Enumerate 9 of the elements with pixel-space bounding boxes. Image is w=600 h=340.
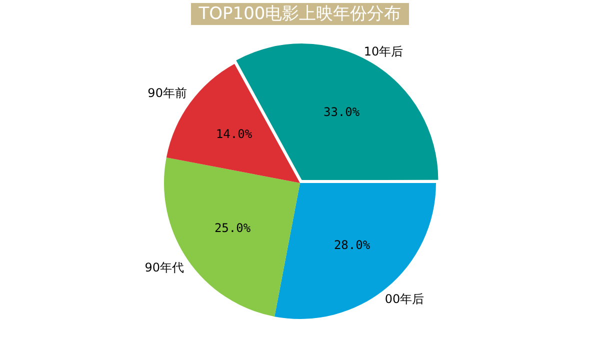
slice-label: 90年前	[148, 86, 187, 100]
slice-label: 10年后	[364, 44, 404, 58]
data-label: 33.0%	[323, 104, 360, 119]
slice-label: 00年后	[384, 292, 424, 306]
data-label: 28.0%	[334, 238, 371, 252]
data-label: 25.0%	[214, 220, 252, 235]
slice-label: 90年代	[144, 260, 184, 275]
chart-title: TOP100电影上映年份分布	[190, 3, 410, 25]
data-label: 14.0%	[216, 127, 253, 142]
